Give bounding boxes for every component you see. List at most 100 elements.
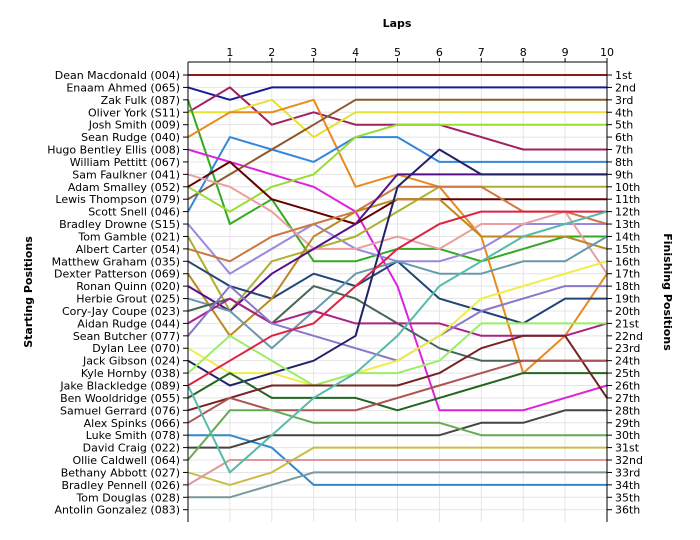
- x-tick-label: 6: [436, 46, 443, 59]
- series-line-25: [187, 322, 607, 387]
- finishing-position-label: 2nd: [615, 81, 636, 94]
- starting-position-label: Bradley Pennell (026): [61, 479, 180, 492]
- finishing-position-label: 32nd: [615, 454, 643, 467]
- series-line-35: [188, 471, 607, 499]
- x-tick-label: 3: [310, 46, 317, 59]
- starting-position-label: William Pettitt (067): [70, 156, 180, 169]
- starting-position-label: Matthew Graham (035): [52, 255, 180, 268]
- starting-position-label: David Craig (022): [83, 442, 180, 455]
- starting-position-label: Tom Gamble (021): [77, 230, 180, 243]
- finishing-position-label: 5th: [615, 119, 633, 132]
- finishing-position-label: 6th: [615, 131, 633, 144]
- finishing-position-label: 14th: [615, 230, 640, 243]
- series-line-7: [187, 136, 607, 213]
- finishing-position-label: 3rd: [615, 94, 633, 107]
- x-tick-label: 7: [478, 46, 485, 59]
- series-line-23: [187, 260, 608, 387]
- starting-position-label: Dexter Patterson (069): [54, 268, 180, 281]
- starting-position-label: Dylan Lee (070): [92, 342, 180, 355]
- series-line-36: [187, 210, 608, 474]
- series-line-19: [187, 235, 608, 350]
- starting-position-label: Zak Fulk (087): [101, 94, 180, 107]
- starting-position-label: Ollie Caldwell (064): [72, 454, 180, 467]
- series-line-32: [187, 409, 607, 461]
- series-line-9: [187, 98, 607, 201]
- starting-position-label: Bradley Drowne (S15): [59, 218, 180, 231]
- starting-position-label: Jack Gibson (024): [82, 355, 180, 368]
- finishing-position-label: 29th: [615, 417, 640, 430]
- starting-position-label: Luke Smith (078): [86, 429, 180, 442]
- starting-position-label: Scott Snell (046): [88, 206, 180, 219]
- series-line-24: [187, 148, 607, 387]
- series-line-30: [188, 434, 607, 486]
- finishing-position-label: 18th: [615, 280, 640, 293]
- finishing-position-labels: 1st2nd3rd4th5th6th7th8th9th10th11th12th1…: [615, 69, 643, 517]
- right-axis-title: Finishing Positions: [661, 233, 674, 351]
- starting-position-label: Adam Smalley (052): [68, 181, 180, 194]
- series-line-2: [187, 86, 607, 101]
- starting-position-label: Josh Smith (009): [88, 119, 180, 132]
- starting-position-label: Hugo Bentley Ellis (008): [47, 144, 180, 157]
- series-line-14: [187, 173, 608, 275]
- starting-position-label: Ben Wooldridge (055): [60, 392, 180, 405]
- starting-position-label: Ronan Quinn (020): [76, 280, 180, 293]
- finishing-position-label: 24th: [615, 355, 640, 368]
- series-line-13: [187, 185, 607, 312]
- finishing-position-label: 7th: [615, 144, 633, 157]
- finishing-position-label: 12th: [615, 206, 640, 219]
- finishing-position-label: 23rd: [615, 342, 640, 355]
- finishing-position-label: 21st: [615, 317, 640, 330]
- finishing-position-label: 13th: [615, 218, 640, 231]
- x-tick-label: 4: [352, 46, 359, 59]
- chart-title: Laps: [383, 17, 412, 30]
- starting-position-label: Tom Douglas (028): [75, 491, 180, 504]
- starting-position-label: Cory-Jay Coupe (023): [62, 305, 180, 318]
- x-tick-label: 10: [600, 46, 614, 59]
- starting-position-label: Albert Carter (054): [76, 243, 180, 256]
- series-line-4: [188, 98, 607, 139]
- finishing-position-label: 8th: [615, 156, 633, 169]
- x-tick-label: 2: [268, 46, 275, 59]
- finishing-position-label: 10th: [615, 181, 640, 194]
- starting-position-labels: Dean Macdonald (004)Enaam Ahmed (065)Zak…: [47, 69, 180, 517]
- finishing-position-label: 9th: [615, 168, 633, 181]
- finishing-position-label: 28th: [615, 404, 640, 417]
- finishing-position-label: 17th: [615, 268, 640, 281]
- axes: [183, 58, 612, 522]
- x-tick-label: 8: [520, 46, 527, 59]
- finishing-position-label: 30th: [615, 429, 640, 442]
- finishing-position-label: 33rd: [615, 466, 640, 479]
- series-line-28: [187, 334, 608, 412]
- series-line-34: [187, 459, 607, 486]
- series-line-10: [187, 123, 607, 213]
- starting-position-label: Bethany Abbott (027): [61, 466, 180, 479]
- x-tick-label: 1: [226, 46, 233, 59]
- starting-position-label: Kyle Hornby (038): [81, 367, 180, 380]
- finishing-position-label: 19th: [615, 293, 640, 306]
- series-lines: [187, 74, 608, 499]
- starting-position-label: Sean Rudge (040): [81, 131, 180, 144]
- starting-position-label: Sean Butcher (077): [73, 330, 180, 343]
- series-line-33: [187, 446, 607, 486]
- finishing-position-label: 1st: [615, 69, 633, 82]
- finishing-position-label: 26th: [615, 380, 640, 393]
- starting-position-label: Enaam Ahmed (065): [66, 81, 180, 94]
- starting-position-label: Antolin Gonzalez (083): [54, 504, 180, 517]
- starting-position-label: Herbie Grout (025): [76, 293, 180, 306]
- finishing-position-label: 20th: [615, 305, 640, 318]
- x-tick-labels: 1 2 3 4 5 6 7 8 9 10: [226, 46, 614, 59]
- x-tick-label: 9: [562, 46, 569, 59]
- series-line-31: [188, 409, 607, 449]
- starting-position-label: Samuel Gerrard (076): [60, 404, 180, 417]
- x-tick-label: 5: [394, 46, 401, 59]
- finishing-position-label: 27th: [615, 392, 640, 405]
- finishing-position-label: 36th: [615, 504, 640, 517]
- finishing-position-label: 31st: [615, 442, 640, 455]
- series-line-26: [187, 210, 607, 387]
- finishing-position-label: 11th: [615, 193, 640, 206]
- series-line-8: [187, 148, 608, 412]
- starting-position-label: Sam Faulkner (041): [72, 168, 180, 181]
- finishing-position-label: 15th: [615, 243, 640, 256]
- starting-position-label: Aidan Rudge (044): [77, 317, 180, 330]
